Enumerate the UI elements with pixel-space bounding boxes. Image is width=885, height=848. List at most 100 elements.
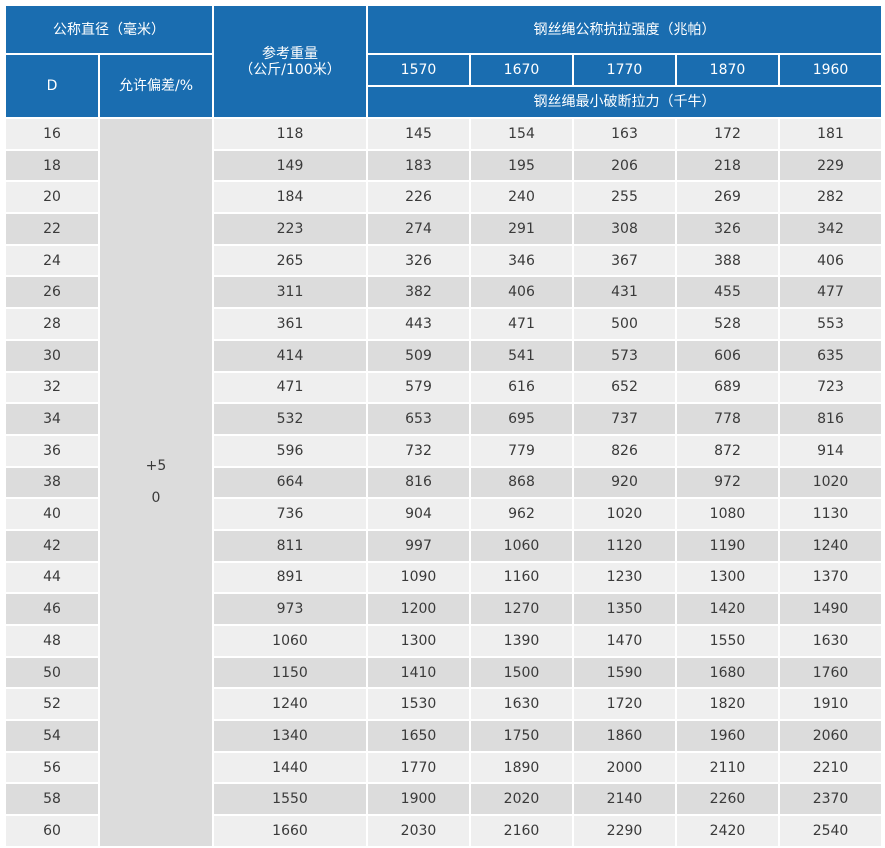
breaking-force-cell: 635 — [780, 340, 882, 371]
table-row: 54 1340 1650 1750 1860 1960 2060 — [6, 721, 882, 751]
weight-cell: 471 — [214, 372, 366, 403]
breaking-force-cell: 269 — [677, 182, 778, 213]
breaking-force-cell: 1060 — [471, 530, 572, 561]
breaking-force-cell: 1470 — [574, 626, 675, 656]
strength-header-1870: 1870 — [677, 55, 778, 85]
table-row: 24 265 326 346 367 388 406 — [6, 245, 882, 276]
diameter-cell: 52 — [6, 689, 98, 720]
weight-cell: 1440 — [214, 752, 366, 783]
table-row: 42 811 997 1060 1120 1190 1240 — [6, 530, 882, 561]
breaking-force-cell: 723 — [780, 372, 882, 403]
breaking-force-cell: 2110 — [677, 752, 778, 783]
breaking-force-cell: 1720 — [574, 689, 675, 720]
breaking-force-cell: 471 — [471, 309, 572, 339]
strength-header-1770: 1770 — [574, 55, 675, 85]
table-row: 28 361 443 471 500 528 553 — [6, 309, 882, 339]
breaking-force-cell: 826 — [574, 435, 675, 466]
weight-header-line1: 参考重量 — [262, 45, 318, 62]
breaking-force-cell: 573 — [574, 340, 675, 371]
table-row: 46 973 1200 1270 1350 1420 1490 — [6, 594, 882, 624]
tolerance-cell: +5 0 — [100, 119, 212, 846]
diameter-cell: 30 — [6, 340, 98, 371]
weight-cell: 223 — [214, 214, 366, 244]
diameter-cell: 44 — [6, 562, 98, 593]
breaking-force-cell: 779 — [471, 435, 572, 466]
breaking-force-cell: 346 — [471, 245, 572, 276]
weight-cell: 265 — [214, 245, 366, 276]
breaking-force-cell: 1240 — [780, 530, 882, 561]
weight-header-line2: （公斤/100米） — [239, 61, 341, 78]
breaking-force-cell: 500 — [574, 309, 675, 339]
breaking-force-cell: 2140 — [574, 784, 675, 815]
diameter-cell: 48 — [6, 626, 98, 656]
breaking-force-cell: 528 — [677, 309, 778, 339]
diameter-cell: 54 — [6, 721, 98, 751]
weight-cell: 1660 — [214, 816, 366, 846]
breaking-force-cell: 1760 — [780, 657, 882, 688]
table-row: 38 664 816 868 920 972 1020 — [6, 467, 882, 498]
wire-rope-spec-table: 公称直径（毫米） 参考重量 （公斤/100米） 钢丝绳公称抗拉强度（兆帕） D … — [4, 4, 883, 848]
weight-cell: 184 — [214, 182, 366, 213]
diameter-cell: 20 — [6, 182, 98, 213]
breaking-force-cell: 997 — [368, 530, 469, 561]
breaking-force-cell: 2420 — [677, 816, 778, 846]
breaking-force-cell: 872 — [677, 435, 778, 466]
breaking-force-cell: 816 — [368, 467, 469, 498]
breaking-force-cell: 382 — [368, 277, 469, 308]
weight-header: 参考重量 （公斤/100米） — [214, 6, 366, 117]
breaking-force-cell: 1300 — [677, 562, 778, 593]
breaking-force-cell: 737 — [574, 404, 675, 434]
breaking-force-cell: 868 — [471, 467, 572, 498]
diameter-cell: 56 — [6, 752, 98, 783]
table-row: 16 +5 0 118 145 154 163 172 181 — [6, 119, 882, 846]
breaking-force-cell: 816 — [780, 404, 882, 434]
breaking-force-cell: 1650 — [368, 721, 469, 751]
breaking-force-cell: 1770 — [368, 752, 469, 783]
table-row: 26 311 382 406 431 455 477 — [6, 277, 882, 308]
diameter-cell: 40 — [6, 499, 98, 529]
breaking-force-cell: 477 — [780, 277, 882, 308]
diameter-cell: 42 — [6, 530, 98, 561]
breaking-force-cell: 1890 — [471, 752, 572, 783]
weight-cell: 311 — [214, 277, 366, 308]
weight-cell: 361 — [214, 309, 366, 339]
breaking-force-cell: 1820 — [677, 689, 778, 720]
breaking-force-cell: 172 — [677, 119, 778, 149]
diameter-cell: 36 — [6, 435, 98, 466]
weight-cell: 1150 — [214, 657, 366, 688]
breaking-force-cell: 972 — [677, 467, 778, 498]
breaking-force-cell: 195 — [471, 150, 572, 181]
breaking-force-cell: 1020 — [574, 499, 675, 529]
table-row: 52 1240 1530 1630 1720 1820 1910 — [6, 689, 882, 720]
breaking-force-cell: 1500 — [471, 657, 572, 688]
breaking-force-cell: 308 — [574, 214, 675, 244]
diameter-cell: 24 — [6, 245, 98, 276]
breaking-force-cell: 1910 — [780, 689, 882, 720]
diameter-cell: 34 — [6, 404, 98, 434]
breaking-force-header: 钢丝绳最小破断拉力（千牛） — [368, 87, 882, 117]
breaking-force-cell: 606 — [677, 340, 778, 371]
weight-cell: 414 — [214, 340, 366, 371]
breaking-force-cell: 145 — [368, 119, 469, 149]
breaking-force-cell: 218 — [677, 150, 778, 181]
breaking-force-cell: 1020 — [780, 467, 882, 498]
breaking-force-cell: 2000 — [574, 752, 675, 783]
weight-cell: 149 — [214, 150, 366, 181]
breaking-force-cell: 653 — [368, 404, 469, 434]
breaking-force-cell: 2210 — [780, 752, 882, 783]
weight-cell: 1340 — [214, 721, 366, 751]
strength-header-1670: 1670 — [471, 55, 572, 85]
breaking-force-cell: 2540 — [780, 816, 882, 846]
breaking-force-cell: 1370 — [780, 562, 882, 593]
breaking-force-cell: 1230 — [574, 562, 675, 593]
breaking-force-cell: 2030 — [368, 816, 469, 846]
tolerance-header: 允许偏差/% — [100, 55, 212, 117]
breaking-force-cell: 1490 — [780, 594, 882, 624]
breaking-force-cell: 291 — [471, 214, 572, 244]
breaking-force-cell: 1900 — [368, 784, 469, 815]
breaking-force-cell: 1200 — [368, 594, 469, 624]
breaking-force-cell: 1960 — [677, 721, 778, 751]
breaking-force-cell: 1530 — [368, 689, 469, 720]
breaking-force-cell: 914 — [780, 435, 882, 466]
weight-cell: 1060 — [214, 626, 366, 656]
